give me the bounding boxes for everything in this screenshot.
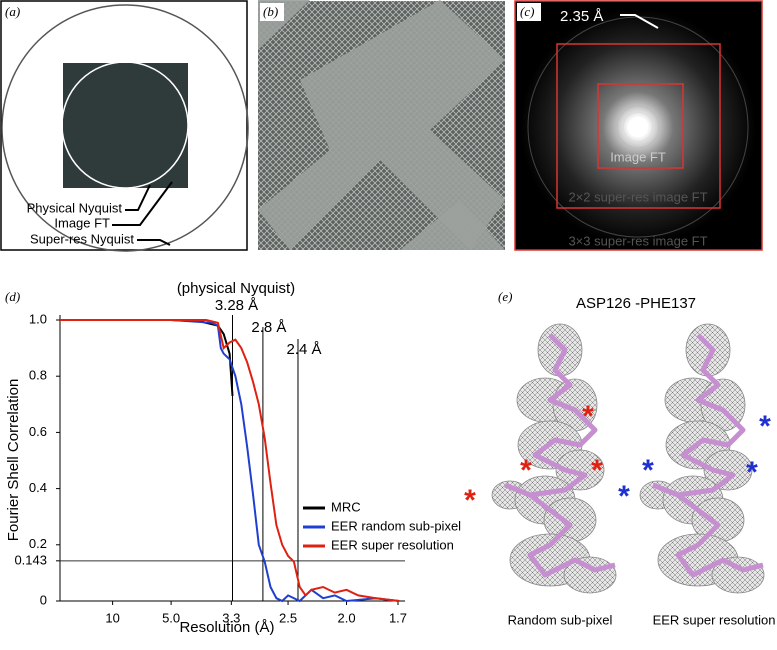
y-tick-label: 0.4: [29, 480, 47, 495]
x-axis-label: Resolution (Å): [179, 619, 274, 636]
density-mesh: [537, 323, 583, 377]
label: Super-res Nyquist: [30, 231, 134, 246]
label: Image FT: [610, 149, 666, 164]
panel-label: (b): [263, 4, 278, 19]
caption: EER super resolution: [653, 612, 776, 627]
legend-label: EER super resolution: [331, 537, 454, 552]
panel-label: (d): [5, 289, 20, 304]
x-tick-label: 10: [105, 610, 119, 625]
super-res-circle: [1, 4, 249, 252]
ring: [622, 111, 654, 143]
asterisk: *: [520, 454, 532, 487]
asterisk: *: [746, 456, 758, 489]
series-line: [60, 319, 400, 602]
y-tick-label: 0.2: [29, 536, 47, 551]
image-ft-box: [597, 83, 684, 169]
resolution: 2.35 Å: [560, 8, 603, 25]
label: 3×3 super-res image FT: [568, 233, 707, 248]
label-bg: [517, 3, 541, 21]
panel-label: (e): [498, 289, 512, 304]
y-tick-label: 0.8: [29, 368, 47, 383]
image-square: [63, 63, 188, 188]
ring: [616, 105, 660, 149]
y-tick-label: 1.0: [29, 311, 47, 326]
panel-e: (e) ASP126 -PHE137 Random sub-pixel EER …: [464, 289, 775, 627]
y-tick-label: 0: [40, 592, 47, 607]
leader-line: [620, 14, 659, 29]
ice-region: [258, 0, 505, 250]
asterisk: *: [759, 410, 771, 443]
panel-title: ASP126 -PHE137: [576, 295, 696, 312]
y-tick-label: 0.143: [14, 552, 47, 567]
super-res-box: [556, 43, 721, 209]
label: Image FT: [54, 215, 110, 230]
caption: Random sub-pixel: [508, 612, 613, 627]
series-line: [60, 319, 400, 603]
nyquist-circle: [61, 61, 189, 189]
panel-b: (b): [258, 0, 505, 250]
x-tick-label: 2.5: [279, 610, 297, 625]
label-bg: [260, 3, 284, 21]
leader-lines: [112, 181, 173, 246]
density-mesh: [555, 449, 605, 491]
resolution-label: 2.4 Å: [286, 341, 321, 358]
panel-c: (c) 2.35 Å Image FT 2×2 super-res image …: [514, 0, 763, 251]
y-axis-label: Fourier Shell Correlation: [5, 379, 22, 542]
legend-label: MRC: [331, 499, 361, 514]
panel-d: (d) (physical Nyquist) Resolution (Å) Fo…: [5, 280, 461, 636]
density-mesh: [685, 323, 731, 377]
panel-label: (a): [5, 4, 20, 19]
series-line: [60, 319, 234, 396]
label: Physical Nyquist: [27, 200, 123, 215]
backbone: [504, 333, 616, 578]
x-tick-label: 3.3: [222, 610, 240, 625]
x-tick-label: 5.0: [162, 610, 180, 625]
ring: [628, 117, 648, 137]
asterisk: *: [582, 400, 594, 433]
y-tick-label: 0.6: [29, 424, 47, 439]
backbone: [652, 333, 764, 578]
resolution-label: 2.8 Å: [251, 319, 286, 336]
x-tick-label: 2.0: [337, 610, 355, 625]
asterisk: *: [642, 454, 654, 487]
asterisk: *: [591, 454, 603, 487]
asterisk: *: [618, 480, 630, 513]
panel-label: (c): [520, 4, 534, 19]
legend-label: EER random sub-pixel: [331, 518, 461, 533]
label: 2×2 super-res image FT: [568, 189, 707, 204]
annotation: (physical Nyquist): [177, 280, 295, 297]
power-spectrum: [520, 9, 756, 245]
ice-region: [258, 0, 505, 250]
density-mesh: [703, 449, 753, 491]
x-tick-label: 1.7: [389, 610, 407, 625]
asterisk: *: [464, 484, 476, 517]
resolution-label: 3.28 Å: [215, 297, 258, 314]
panel-a: (a) Physical Nyquist Image FT Super-res …: [0, 0, 249, 252]
